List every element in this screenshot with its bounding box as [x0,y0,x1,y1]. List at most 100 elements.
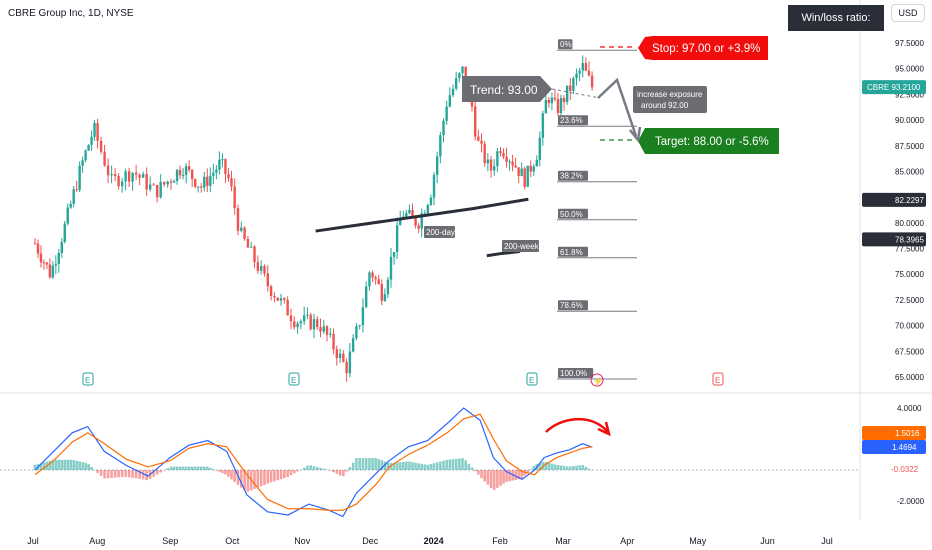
macd-histogram-bar [312,466,316,470]
macd-histogram-bar [517,470,520,480]
candle-body [517,167,520,177]
macd-histogram-bar [335,470,339,474]
target-callout-label: Target: 88.00 or -5.6% [655,136,769,148]
macd-histogram-bar [529,469,533,470]
candle-body [306,314,309,316]
candle-body [361,307,365,326]
price-axis-tick: 85.0000 [895,167,924,176]
time-axis-tick: Oct [225,536,240,546]
candle-body [505,156,508,162]
candle-body [120,181,124,187]
candle-body [200,186,203,188]
candle-body [458,73,461,79]
candle-body [289,315,293,322]
candle-body [84,150,87,161]
macd-histogram-bar [39,463,43,470]
macd-histogram-bar [411,462,414,470]
candle-body [439,135,442,157]
time-axis-tick: Jun [760,536,775,546]
macd-histogram-bar [162,470,166,471]
signal-line [34,413,593,511]
candle-body [511,161,514,166]
macd-histogram-bar [374,458,377,470]
candle-body [348,351,352,374]
macd-histogram-bar [578,465,581,470]
macd-histogram-bar [575,465,578,470]
macd-histogram-bar [124,470,127,477]
trend-callout-bg [462,76,552,102]
macd-histogram-bar [581,465,585,470]
candle-body [445,106,448,121]
macd-histogram-bar [499,470,502,486]
currency-button[interactable]: USD [891,4,925,22]
candle-body [33,243,37,245]
macd-histogram-bar [348,467,352,470]
candle-body [377,279,380,284]
fib-level-label: 78.6% [560,301,583,310]
last-price-label: CBRE 93.2100 [867,83,921,92]
candle-body [263,265,266,274]
candle-body [578,70,581,74]
macd-histogram-bar [338,470,342,476]
macd-histogram-bar [276,470,280,481]
candle-body [520,168,523,177]
candle-body [75,189,78,191]
time-axis-tick: Aug [89,536,105,546]
ma200-week-price-label-bg [862,232,926,247]
macd-histogram-bar [386,462,390,470]
candle-body [279,298,283,301]
macd-histogram-bar [538,463,542,470]
candle-body [87,145,90,151]
macd-histogram-bar [196,466,200,470]
macd-histogram-bar [508,470,511,482]
candle-body [155,184,159,198]
candle-body [243,227,246,239]
candle-body [329,333,332,335]
macd-histogram-bar [178,466,182,470]
macd-histogram-bar [371,458,374,470]
macd-axis-tick: 4.0000 [897,404,922,413]
candle-body [541,113,545,138]
macd-histogram-bar [550,463,554,470]
candle-body [565,85,569,102]
candle-body [473,106,477,137]
candle-body [399,219,402,226]
macd-histogram-bar [368,458,371,470]
candle-body [335,349,339,358]
macd-histogram-bar [332,470,335,473]
candle-body [236,208,240,231]
macd-line [34,407,593,518]
target-callout-bg [638,128,779,154]
macd-histogram-bar [435,462,439,470]
time-axis-tick: Mar [555,536,571,546]
macd-histogram-bar [75,460,78,470]
candle-body [454,78,458,89]
macd-histogram-bar [395,462,399,470]
candle-body [514,165,517,168]
candle-body [351,338,355,352]
price-axis-tick: 97.5000 [895,39,924,48]
candle-body [203,176,206,188]
candle-body [127,171,131,182]
macd-histogram-bar [420,463,424,470]
candle-body [299,321,303,324]
candle-body [435,156,439,175]
candle-body [152,184,155,186]
candle-body [190,169,194,180]
candle-body [293,321,296,328]
macd-histogram-bar [306,465,309,470]
macd-histogram-bar [417,463,420,470]
candle-body [212,172,215,176]
candle-body [99,140,103,152]
macd-histogram-bar [159,470,162,473]
candle-body [224,159,227,175]
macd-histogram-bar [227,470,230,477]
macd-histogram-bar [279,470,283,480]
macd-histogram-bar [205,466,209,470]
macd-histogram-bar [520,470,523,479]
macd-histogram-bar [358,458,361,470]
candle-body [368,272,371,287]
candle-body [526,165,529,187]
candle-body [569,85,572,91]
fib-level-label: 38.2% [560,172,583,181]
